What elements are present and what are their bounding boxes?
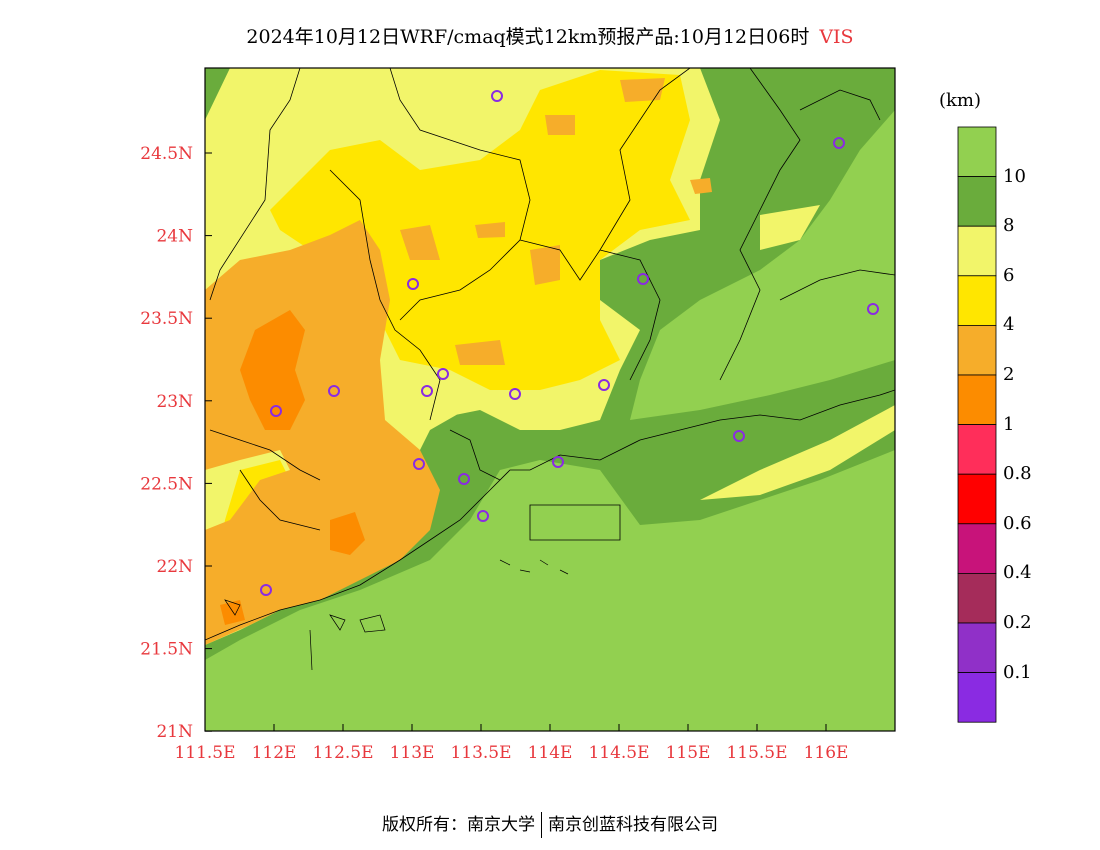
islands <box>224 559 569 671</box>
chart-title: 2024年10月12日WRF/cmaq模式12km预报产品:10月12日06时 V… <box>0 22 1100 49</box>
colorbar-segment <box>957 374 997 425</box>
lat-tick-label: 23N <box>156 392 193 412</box>
lat-tick-label: 21.5N <box>140 640 193 660</box>
colorbar-segment <box>957 176 997 227</box>
circle-marker-icon <box>413 458 425 470</box>
colorbar-label: 0.4 <box>1003 562 1032 584</box>
lat-tick-label: 22.5N <box>140 474 193 494</box>
circle-marker-icon <box>637 273 649 285</box>
lon-tick-label: 112.5E <box>312 743 373 763</box>
vis-region-1-2 <box>240 310 305 430</box>
lat-tick-label: 22N <box>156 557 193 577</box>
colorbar-label: 4 <box>1003 314 1015 336</box>
colorbar-segment <box>957 275 997 326</box>
lat-tick-label: 24N <box>156 227 193 247</box>
lat-tick-label: 21N <box>156 722 193 742</box>
colorbar-segment <box>957 473 997 525</box>
circle-marker-icon <box>867 303 879 315</box>
colorbar-label: 2 <box>1003 364 1015 385</box>
colorbar-label: 10 <box>1003 165 1026 187</box>
map-field <box>205 68 895 731</box>
lon-tick-label: 115E <box>666 743 711 763</box>
copyright-footer: 版权所有：南京大学 南京创蓝科技有限公司 <box>0 810 1100 838</box>
circle-marker-icon <box>260 584 272 596</box>
circle-marker-icon <box>598 379 610 391</box>
lon-tick-label: 116E <box>804 743 849 763</box>
colorbar-segment <box>957 424 997 475</box>
colorbar-label: 1 <box>1003 413 1015 435</box>
circle-marker-icon <box>437 368 449 380</box>
colorbar <box>957 126 997 723</box>
lon-tick-label: 113E <box>390 743 435 763</box>
colorbar-segment <box>957 523 997 574</box>
lat-tick-label: 24.5N <box>140 144 193 164</box>
circle-marker-icon <box>552 456 564 468</box>
circle-marker-icon <box>270 405 282 417</box>
colorbar-label: 0.6 <box>1003 512 1032 534</box>
province-boundaries <box>209 68 895 541</box>
lon-tick-label: 111.5E <box>174 743 235 763</box>
title-variable: VIS <box>819 26 854 48</box>
lon-tick-label: 114.5E <box>588 743 649 763</box>
colorbar-label: 0.2 <box>1003 612 1032 633</box>
circle-marker-icon <box>421 385 433 397</box>
colorbar-label: 6 <box>1003 264 1015 286</box>
colorbar-label: 8 <box>1003 215 1015 237</box>
copyright-separator <box>541 812 542 838</box>
vis-region-2-4-north <box>400 225 440 260</box>
lon-tick-label: 114E <box>528 743 573 763</box>
copyright-left: 版权所有：南京大学 <box>382 815 535 835</box>
colorbar-segment <box>957 573 997 624</box>
colorbar-label: 0.1 <box>1003 661 1032 683</box>
circle-marker-icon <box>509 388 521 400</box>
lon-tick-label: 113.5E <box>450 743 511 763</box>
copyright-right: 南京创蓝科技有限公司 <box>548 815 718 835</box>
colorbar-segment <box>957 622 997 673</box>
title-main: 2024年10月12日WRF/cmaq模式12km预报产品:10月12日06时 <box>246 26 810 48</box>
vis-region-6-8-northeast <box>760 205 820 250</box>
station-markers <box>260 90 879 596</box>
coastline <box>205 389 895 641</box>
colorbar-segment <box>957 324 997 376</box>
colorbar-segment <box>957 225 997 277</box>
vis-region-6-8-east <box>700 405 895 500</box>
vis-region-2-4-north2 <box>230 78 712 435</box>
colorbar-segment <box>957 672 997 723</box>
circle-marker-icon <box>407 278 419 290</box>
lat-tick-label: 23.5N <box>140 309 193 329</box>
circle-marker-icon <box>477 510 489 522</box>
circle-marker-icon <box>458 473 470 485</box>
colorbar-label: 0.8 <box>1003 463 1032 485</box>
colorbar-unit: (km) <box>939 90 982 111</box>
circle-marker-icon <box>733 430 745 442</box>
circle-marker-icon <box>328 385 340 397</box>
lon-tick-label: 112E <box>252 743 297 763</box>
colorbar-segment <box>957 126 997 177</box>
circle-marker-icon <box>833 137 845 149</box>
circle-marker-icon <box>491 90 503 102</box>
axis-ticks: 111.5E 112E 112.5E 113E 113.5E 114E 114.5E 115E… <box>140 144 848 763</box>
lon-tick-label: 115.5E <box>726 743 787 763</box>
